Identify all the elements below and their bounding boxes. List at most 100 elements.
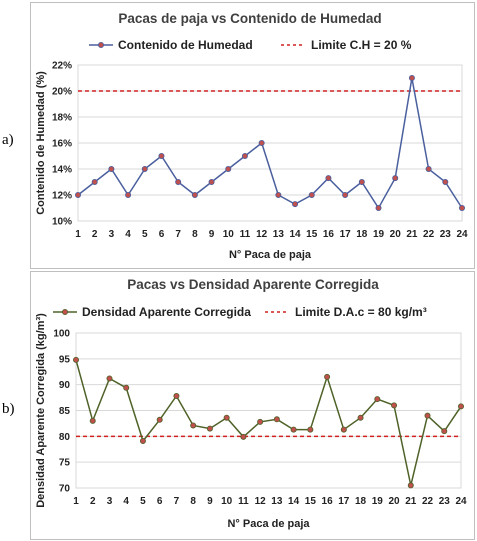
data-point: [442, 178, 449, 185]
data-point: [425, 165, 432, 172]
x-tick-label: 1: [75, 229, 81, 240]
data-point: [123, 384, 130, 391]
x-tick-label: 5: [140, 496, 146, 507]
data-point: [357, 414, 364, 421]
chart-frame-a: [30, 2, 475, 269]
x-tick-label: 14: [288, 496, 300, 507]
y-tick-label: 14%: [52, 165, 72, 176]
data-point: [374, 396, 381, 403]
y-tick-label: 20%: [52, 87, 72, 98]
data-point: [307, 426, 314, 433]
legend-limit-label: Limite C.H = 20 %: [311, 38, 412, 52]
data-point: [375, 204, 382, 211]
y-tick-label: 95: [59, 354, 71, 365]
data-point: [292, 201, 299, 208]
x-tick-label: 12: [255, 496, 267, 507]
x-tick-label: 8: [192, 229, 198, 240]
x-tick-label: 13: [271, 496, 283, 507]
x-tick-label: 3: [107, 496, 113, 507]
x-tick-label: 20: [388, 496, 400, 507]
data-point: [108, 165, 115, 172]
x-tick-label: 23: [440, 229, 452, 240]
x-tick-label: 2: [92, 229, 98, 240]
x-tick-label: 24: [455, 496, 467, 507]
chart-title: Pacas vs Densidad Aparente Corregida: [127, 277, 379, 292]
data-point: [358, 178, 365, 185]
data-point: [91, 178, 98, 185]
x-tick-label: 1: [73, 496, 79, 507]
x-tick-label: 14: [289, 229, 301, 240]
x-tick-label: 16: [322, 496, 334, 507]
data-point: [257, 418, 264, 425]
legend-series-label: Contenido de Humedad: [118, 38, 253, 52]
x-tick-label: 8: [190, 496, 196, 507]
data-point: [173, 393, 180, 400]
x-tick-label: 20: [390, 229, 402, 240]
data-point: [424, 412, 431, 419]
data-point: [190, 422, 197, 429]
x-tick-label: 6: [159, 229, 165, 240]
data-point: [223, 414, 230, 421]
data-point: [275, 191, 282, 198]
data-point: [156, 416, 163, 423]
panel-label-a: a): [2, 132, 14, 148]
x-tick-label: 18: [356, 229, 368, 240]
chart-panel-a: a) Pacas de paja vs Contenido de Humedad…: [0, 0, 477, 270]
x-tick-label: 17: [338, 496, 350, 507]
y-axis-title: Contenido de Humedad (%): [35, 71, 47, 215]
legend-series-marker: [62, 309, 69, 316]
x-tick-label: 10: [221, 496, 233, 507]
x-tick-label: 2: [90, 496, 96, 507]
data-point: [273, 416, 280, 423]
y-tick-label: 18%: [52, 113, 72, 124]
data-point: [325, 175, 332, 182]
data-point: [392, 175, 399, 182]
x-tick-label: 19: [373, 229, 385, 240]
data-point: [73, 356, 80, 363]
y-tick-label: 16%: [52, 139, 72, 150]
data-point: [139, 437, 146, 444]
data-point: [175, 178, 182, 185]
x-tick-label: 21: [405, 496, 417, 507]
data-point: [342, 191, 349, 198]
data-point: [225, 165, 232, 172]
data-point: [191, 191, 198, 198]
x-tick-label: 23: [439, 496, 451, 507]
data-point: [240, 433, 247, 440]
x-axis-title: N° Paca de paja: [227, 518, 310, 530]
density-chart: Pacas vs Densidad Aparente Corregida Dens…: [35, 277, 467, 530]
x-tick-label: 24: [456, 229, 468, 240]
x-tick-label: 13: [273, 229, 285, 240]
legend-series-marker: [98, 42, 105, 49]
x-tick-label: 5: [142, 229, 148, 240]
y-tick-label: 22%: [52, 61, 72, 72]
x-tick-label: 17: [340, 229, 352, 240]
data-point: [125, 191, 132, 198]
data-point: [206, 425, 213, 432]
data-point: [391, 402, 398, 409]
chart-panel-b: b) Pacas vs Densidad Aparente Corregida D…: [0, 271, 477, 541]
y-tick-label: 70: [59, 484, 71, 495]
y-axis-title: Densidad Aparente Corregida (kg/m³): [35, 313, 47, 508]
data-point: [324, 373, 331, 380]
x-tick-label: 21: [406, 229, 418, 240]
x-tick-label: 9: [209, 229, 215, 240]
chart-title: Pacas de paja vs Contenido de Humedad: [118, 11, 381, 26]
y-tick-label: 100: [53, 329, 70, 340]
x-tick-label: 19: [372, 496, 384, 507]
legend-series-label: Densidad Aparente Corregida: [82, 305, 251, 319]
data-point: [308, 191, 315, 198]
x-tick-label: 4: [123, 496, 129, 507]
data-point: [158, 152, 165, 159]
y-tick-label: 85: [59, 406, 71, 417]
x-tick-label: 11: [238, 496, 249, 507]
y-tick-label: 10%: [52, 217, 72, 228]
data-point: [258, 139, 265, 146]
y-tick-label: 75: [59, 458, 71, 469]
x-tick-label: 22: [423, 229, 435, 240]
data-point: [408, 75, 415, 82]
x-tick-label: 7: [174, 496, 180, 507]
y-tick-label: 12%: [52, 191, 72, 202]
data-point: [75, 191, 82, 198]
x-tick-label: 3: [109, 229, 115, 240]
